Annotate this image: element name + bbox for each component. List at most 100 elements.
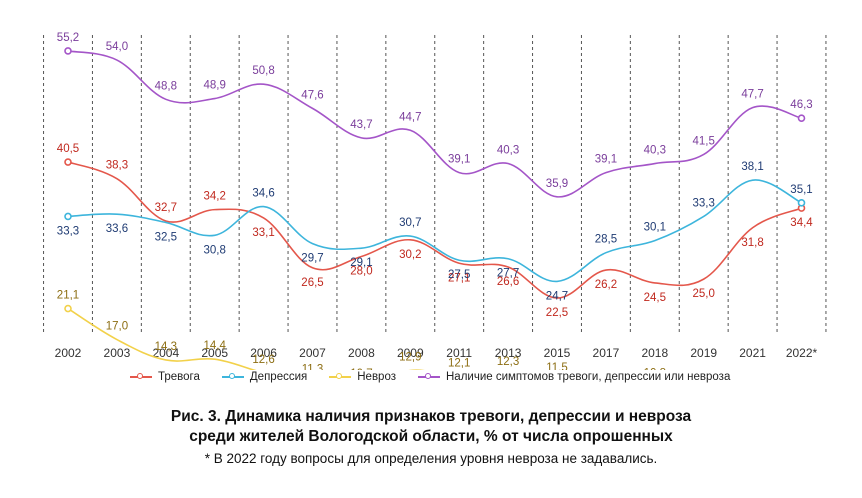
data-label-any-symptoms: 43,7 [350, 119, 372, 131]
legend-marker-depression [221, 372, 244, 382]
x-tick-label: 2021 [739, 346, 766, 360]
data-label-anxiety: 25,0 [693, 288, 715, 300]
data-label-anxiety: 40,5 [57, 143, 79, 155]
chart-legend: Тревога Депрессия Невроз Наличие симптом… [130, 371, 730, 383]
data-label-any-symptoms: 46,3 [790, 99, 812, 111]
legend-marker-anxiety [130, 372, 152, 382]
legend-label-any-symptoms: Наличие симптомов тревоги, депрессии или… [446, 371, 731, 383]
data-label-neurosis: 14,4 [204, 340, 227, 352]
x-tick-label: 2008 [348, 346, 375, 360]
data-label-any-symptoms: 47,6 [301, 89, 323, 101]
data-label-any-symptoms: 48,9 [204, 80, 226, 92]
data-label-depression: 38,1 [741, 161, 763, 173]
data-label-neurosis: 17,0 [106, 321, 128, 333]
data-label-depression: 30,1 [644, 222, 666, 234]
data-label-any-symptoms: 35,9 [546, 178, 568, 190]
data-label-depression: 34,6 [252, 188, 274, 200]
data-label-anxiety: 32,7 [155, 202, 177, 214]
x-tick-label: 2022* [786, 346, 818, 360]
x-tick-label: 2018 [641, 346, 668, 360]
legend-item-neurosis: Невроз [329, 371, 396, 383]
data-label-depression: 33,3 [693, 197, 715, 209]
figure-caption-line2: среди жителей Вологодской области, % от … [189, 428, 673, 445]
x-tick-label: 2013 [495, 346, 522, 360]
data-label-any-symptoms: 48,8 [155, 80, 177, 92]
point-anxiety [64, 158, 72, 166]
legend-item-depression: Депрессия [221, 371, 308, 383]
legend-label-neurosis: Невроз [357, 371, 396, 383]
data-label-neurosis: 21,1 [57, 290, 79, 302]
point-any-symptoms [64, 47, 72, 55]
x-tick-label: 2011 [446, 346, 472, 360]
data-label-depression: 35,1 [790, 184, 812, 196]
data-label-any-symptoms: 44,7 [399, 111, 421, 123]
point-depression [797, 199, 806, 207]
x-tick-label: 2017 [593, 346, 620, 360]
x-tick-label: 2002 [55, 346, 82, 360]
data-label-neurosis: 10,8 [644, 367, 666, 370]
x-tick-label: 2015 [544, 346, 571, 360]
data-label-depression: 30,7 [399, 217, 421, 229]
x-tick-label: 2004 [152, 346, 179, 360]
data-label-any-symptoms: 41,5 [693, 135, 715, 147]
data-label-anxiety: 26,5 [301, 277, 323, 289]
data-label-any-symptoms: 39,1 [595, 154, 617, 166]
data-label-any-symptoms: 40,3 [644, 145, 666, 157]
data-label-anxiety: 26,2 [595, 279, 617, 291]
data-label-neurosis: 11,5 [546, 362, 568, 370]
legend-label-depression: Депрессия [249, 371, 308, 383]
series-line-any-symptoms [67, 50, 802, 198]
legend-marker-neurosis [329, 372, 352, 382]
data-label-anxiety: 34,2 [204, 191, 226, 203]
legend-marker-any-symptoms [418, 372, 440, 382]
data-label-depression: 33,3 [57, 225, 79, 237]
x-tick-label: 2007 [299, 346, 326, 360]
figure-caption-line1: Рис. 3. Динамика наличия признаков трево… [170, 408, 692, 425]
data-label-neurosis: 12,6 [252, 354, 274, 366]
data-label-depression: 30,8 [204, 244, 226, 256]
data-label-any-symptoms: 55,2 [57, 32, 79, 44]
x-tick-label: 2009 [397, 346, 424, 360]
data-label-anxiety: 27,1 [448, 272, 470, 284]
data-label-neurosis: 12,9 [399, 352, 421, 364]
data-label-any-symptoms: 39,1 [448, 154, 470, 166]
data-label-depression: 28,5 [595, 234, 617, 246]
data-label-depression: 27,7 [497, 268, 519, 280]
legend-label-anxiety: Тревога [158, 371, 200, 383]
legend-item-anxiety: Тревога [130, 371, 200, 383]
data-label-any-symptoms: 50,8 [252, 65, 274, 77]
x-tick-label: 2005 [201, 346, 228, 360]
figure-footnote: * В 2022 году вопросы для определения ур… [204, 451, 658, 466]
data-label-any-symptoms: 54,0 [106, 41, 128, 53]
x-tick-label: 2006 [250, 346, 277, 360]
point-depression [64, 212, 72, 221]
series-line-depression [67, 179, 802, 283]
data-label-depression: 29,1 [350, 257, 372, 269]
data-label-depression: 32,5 [155, 231, 177, 243]
data-label-anxiety: 31,8 [741, 237, 763, 249]
x-tick-label: 2003 [104, 346, 131, 360]
data-label-neurosis: 12,3 [497, 356, 519, 368]
line-chart: 2002 2003 2004 2005 2006 2007 2008 2009 2011 2013… [43, 32, 827, 370]
point-neurosis [64, 304, 72, 313]
data-label-depression: 33,6 [106, 223, 128, 235]
data-label-anxiety: 33,1 [252, 227, 274, 239]
series-line-anxiety [67, 161, 802, 299]
data-label-anxiety: 38,3 [106, 160, 128, 172]
data-label-anxiety: 24,5 [644, 292, 666, 304]
data-label-anxiety: 34,4 [790, 217, 813, 229]
legend-item-any-symptoms: Наличие симптомов тревоги, депрессии или… [418, 371, 730, 383]
x-tick-label: 2019 [690, 346, 717, 360]
data-label-depression: 24,7 [546, 290, 568, 302]
data-label-anxiety: 28,0 [350, 265, 372, 277]
data-label-neurosis: 10,7 [350, 368, 372, 370]
point-any-symptoms [797, 114, 806, 123]
data-label-anxiety: 30,2 [399, 249, 421, 261]
data-label-depression: 27,5 [448, 269, 470, 281]
data-label-any-symptoms: 47,7 [741, 89, 763, 101]
data-label-neurosis: 14,3 [155, 341, 177, 353]
data-label-neurosis: 11,3 [302, 364, 324, 370]
data-label-anxiety: 26,6 [497, 276, 519, 288]
data-label-neurosis: 12,1 [448, 358, 470, 370]
data-label-depression: 29,7 [301, 253, 323, 265]
